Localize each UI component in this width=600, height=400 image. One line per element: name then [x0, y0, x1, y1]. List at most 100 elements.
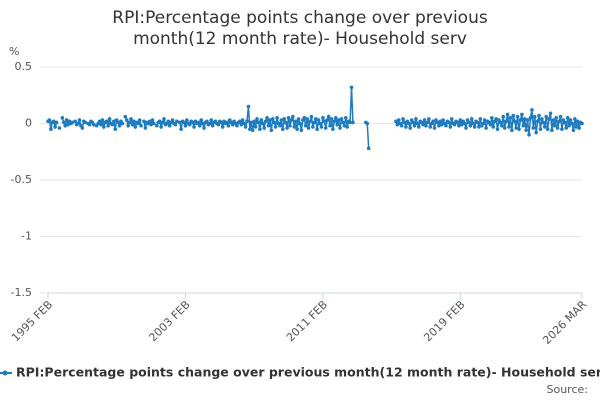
- point: [220, 125, 225, 129]
- point: [139, 123, 143, 128]
- point: [399, 123, 404, 128]
- point: [421, 122, 425, 127]
- legend-marker: [2, 370, 8, 376]
- point: [303, 123, 308, 128]
- point: [477, 125, 481, 129]
- point: [558, 114, 563, 119]
- point: [150, 118, 155, 122]
- point: [512, 119, 517, 124]
- point: [272, 120, 276, 125]
- point: [61, 120, 66, 125]
- point: [329, 117, 334, 121]
- point: [311, 125, 315, 129]
- point: [312, 120, 317, 125]
- point: [348, 120, 352, 125]
- point: [565, 116, 570, 120]
- point: [527, 133, 531, 137]
- point: [332, 119, 337, 124]
- point: [343, 116, 348, 120]
- point: [518, 118, 523, 122]
- y-axis-label: %: [9, 45, 19, 58]
- point: [159, 125, 163, 129]
- point: [349, 85, 354, 90]
- point: [422, 118, 427, 122]
- point: [336, 118, 341, 122]
- point: [432, 126, 437, 130]
- point: [248, 127, 252, 131]
- point: [298, 121, 302, 126]
- point: [541, 120, 546, 125]
- point: [129, 117, 133, 121]
- point: [315, 127, 319, 131]
- point: [99, 122, 103, 127]
- point: [415, 121, 420, 126]
- point: [459, 122, 464, 127]
- point: [252, 119, 256, 124]
- point: [273, 125, 278, 129]
- point: [110, 122, 115, 127]
- point: [557, 119, 561, 124]
- point: [531, 126, 536, 130]
- point: [545, 127, 550, 131]
- x-tick-label: 2019 FEB: [421, 298, 467, 344]
- point: [306, 126, 311, 130]
- point: [190, 120, 195, 125]
- x-tick-label: 2026 MAR: [540, 298, 589, 347]
- point: [242, 121, 246, 126]
- point: [502, 126, 507, 130]
- point: [57, 126, 62, 130]
- point: [525, 118, 530, 122]
- point: [524, 128, 528, 133]
- point: [424, 123, 428, 128]
- point: [505, 112, 510, 117]
- point: [76, 121, 80, 126]
- point: [319, 125, 324, 129]
- point: [472, 125, 477, 129]
- y-tick-label: -1: [21, 230, 32, 243]
- point: [205, 119, 209, 124]
- point: [182, 120, 186, 125]
- y-tick-label: 0: [25, 117, 32, 130]
- point: [495, 127, 500, 131]
- point: [580, 121, 584, 126]
- point: [491, 125, 496, 129]
- point: [469, 117, 474, 121]
- point: [490, 116, 494, 120]
- x-tick-label: 1995 FEB: [9, 298, 55, 344]
- point: [63, 123, 67, 128]
- point: [262, 126, 266, 130]
- point: [104, 119, 109, 124]
- point: [318, 121, 322, 126]
- point: [567, 123, 571, 128]
- point: [412, 123, 417, 128]
- point: [216, 122, 221, 127]
- point: [92, 122, 96, 127]
- point: [279, 118, 284, 122]
- point: [269, 128, 274, 133]
- point: [235, 123, 239, 128]
- point: [263, 119, 268, 124]
- point: [328, 123, 332, 128]
- point: [366, 146, 371, 151]
- point: [309, 114, 314, 119]
- point: [126, 123, 130, 128]
- point: [283, 120, 288, 125]
- point: [192, 125, 196, 129]
- point: [170, 118, 175, 122]
- point: [515, 114, 520, 119]
- point: [540, 117, 544, 121]
- point: [199, 118, 203, 122]
- point: [226, 123, 231, 128]
- point: [575, 119, 580, 124]
- point: [563, 120, 567, 125]
- point: [508, 116, 513, 120]
- point: [70, 120, 75, 125]
- point: [219, 120, 224, 125]
- point: [54, 120, 59, 125]
- point: [462, 121, 467, 126]
- point: [560, 127, 564, 131]
- point: [106, 123, 110, 128]
- point: [341, 120, 345, 125]
